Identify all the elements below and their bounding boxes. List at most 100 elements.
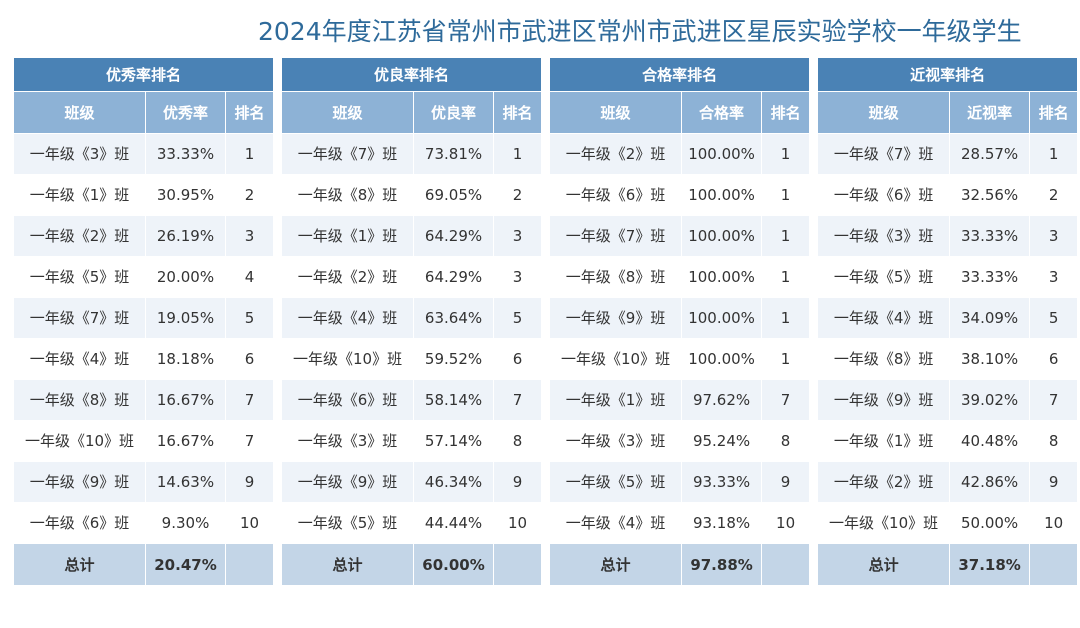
rank: 10	[493, 502, 543, 544]
data-row: 一年级《3》班 57.14% 8	[281, 420, 543, 462]
data-row: 一年级《7》班 100.00% 1	[549, 215, 811, 257]
rank: 2	[493, 174, 543, 216]
rate: 33.33%	[949, 215, 1031, 257]
rate: 42.86%	[949, 461, 1031, 503]
class-name: 一年级《10》班	[281, 338, 415, 380]
rank: 3	[493, 256, 543, 298]
rank: 1	[761, 297, 811, 339]
data-row: 一年级《10》班 50.00% 10	[817, 502, 1079, 544]
rank: 1	[1029, 133, 1079, 175]
data-row: 一年级《4》班 63.64% 5	[281, 297, 543, 339]
rate: 59.52%	[413, 338, 495, 380]
class-name: 一年级《3》班	[549, 420, 683, 462]
header-row: 班级 近视率 排名	[817, 91, 1079, 134]
class-name: 一年级《9》班	[817, 379, 951, 421]
rank: 1	[761, 215, 811, 257]
total-label: 总计	[549, 543, 683, 586]
rate: 100.00%	[681, 338, 763, 380]
data-row: 一年级《1》班 40.48% 8	[817, 420, 1079, 462]
total-rate: 60.00%	[413, 543, 495, 586]
data-row: 一年级《1》班 97.62% 7	[549, 379, 811, 421]
class-name: 一年级《10》班	[13, 420, 146, 462]
rank: 1	[761, 174, 811, 216]
data-row: 一年级《6》班 9.30% 10	[13, 502, 275, 544]
rate: 16.67%	[145, 420, 226, 462]
column-header: 班级	[13, 91, 146, 134]
data-row: 一年级《4》班 93.18% 10	[549, 502, 811, 544]
rank: 8	[761, 420, 811, 462]
class-name: 一年级《5》班	[13, 256, 146, 298]
class-name: 一年级《6》班	[281, 379, 415, 421]
data-row: 一年级《4》班 34.09% 5	[817, 297, 1079, 339]
data-row: 一年级《6》班 100.00% 1	[549, 174, 811, 216]
class-name: 一年级《2》班	[281, 256, 415, 298]
total-row: 总计 20.47%	[13, 543, 275, 586]
rate: 63.64%	[413, 297, 495, 339]
ranking-table: 近视率排名 班级 近视率 排名 一年级《7》班 28.57% 1 一年级《6》班 32.56% 2…	[817, 57, 1079, 586]
total-blank	[761, 543, 811, 586]
ranking-table: 合格率排名 班级 合格率 排名 一年级《2》班 100.00% 1 一年级《6》班 100.00…	[549, 57, 811, 586]
data-row: 一年级《9》班 46.34% 9	[281, 461, 543, 503]
class-name: 一年级《2》班	[549, 133, 683, 175]
table-title-row: 近视率排名	[817, 57, 1079, 92]
rank: 6	[224, 338, 275, 380]
rate: 38.10%	[949, 338, 1031, 380]
rate: 100.00%	[681, 133, 763, 175]
class-name: 一年级《1》班	[13, 174, 146, 216]
rank: 7	[761, 379, 811, 421]
data-row: 一年级《5》班 20.00% 4	[13, 256, 275, 298]
rate: 97.62%	[681, 379, 763, 421]
data-row: 一年级《9》班 14.63% 9	[13, 461, 275, 503]
rank: 1	[761, 338, 811, 380]
rate: 20.00%	[145, 256, 226, 298]
rank: 5	[1029, 297, 1079, 339]
data-row: 一年级《3》班 95.24% 8	[549, 420, 811, 462]
class-name: 一年级《10》班	[817, 502, 951, 544]
header-row: 班级 优秀率 排名	[13, 91, 275, 134]
rate: 57.14%	[413, 420, 495, 462]
data-row: 一年级《6》班 58.14% 7	[281, 379, 543, 421]
class-name: 一年级《6》班	[13, 502, 146, 544]
total-rate: 20.47%	[145, 543, 226, 586]
class-name: 一年级《3》班	[817, 215, 951, 257]
class-name: 一年级《2》班	[13, 215, 146, 257]
rate: 44.44%	[413, 502, 495, 544]
class-name: 一年级《3》班	[281, 420, 415, 462]
data-row: 一年级《4》班 18.18% 6	[13, 338, 275, 380]
class-name: 一年级《1》班	[549, 379, 683, 421]
data-row: 一年级《5》班 33.33% 3	[817, 256, 1079, 298]
column-header: 班级	[281, 91, 415, 134]
data-row: 一年级《3》班 33.33% 3	[817, 215, 1079, 257]
total-label: 总计	[13, 543, 146, 586]
rank: 1	[761, 256, 811, 298]
rate: 93.18%	[681, 502, 763, 544]
rate: 64.29%	[413, 215, 495, 257]
data-row: 一年级《1》班 64.29% 3	[281, 215, 543, 257]
rate: 100.00%	[681, 174, 763, 216]
table-title-row: 优良率排名	[281, 57, 543, 92]
rank: 9	[224, 461, 275, 503]
rank: 5	[493, 297, 543, 339]
data-row: 一年级《8》班 69.05% 2	[281, 174, 543, 216]
total-blank	[493, 543, 543, 586]
class-name: 一年级《7》班	[281, 133, 415, 175]
class-name: 一年级《9》班	[13, 461, 146, 503]
data-row: 一年级《7》班 28.57% 1	[817, 133, 1079, 175]
rank: 1	[493, 133, 543, 175]
table-title: 优良率排名	[281, 57, 543, 92]
data-row: 一年级《8》班 100.00% 1	[549, 256, 811, 298]
data-row: 一年级《8》班 16.67% 7	[13, 379, 275, 421]
class-name: 一年级《4》班	[549, 502, 683, 544]
total-label: 总计	[817, 543, 951, 586]
rank: 1	[224, 133, 275, 175]
data-row: 一年级《1》班 30.95% 2	[13, 174, 275, 216]
rate: 40.48%	[949, 420, 1031, 462]
column-header: 排名	[493, 91, 543, 134]
rate: 100.00%	[681, 256, 763, 298]
class-name: 一年级《9》班	[549, 297, 683, 339]
page-title: 2024年度江苏省常州市武进区常州市武进区星辰实验学校一年级学生	[258, 17, 1022, 46]
rate: 73.81%	[413, 133, 495, 175]
table-title: 近视率排名	[817, 57, 1079, 92]
rank: 9	[761, 461, 811, 503]
rate: 95.24%	[681, 420, 763, 462]
